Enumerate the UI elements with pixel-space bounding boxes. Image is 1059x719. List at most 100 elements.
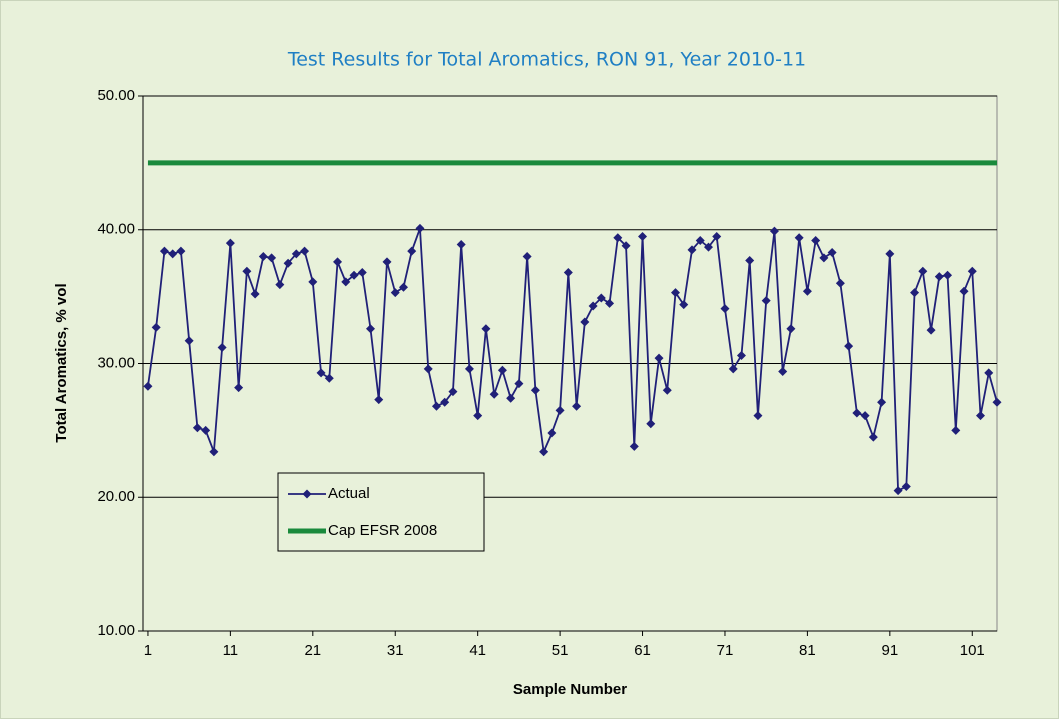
point <box>811 235 821 245</box>
point <box>827 247 837 257</box>
x-tick-label: 91 <box>881 642 898 659</box>
legend-label: Actual <box>328 485 370 502</box>
point <box>835 278 845 288</box>
point <box>192 423 202 433</box>
point <box>712 231 722 241</box>
point <box>300 246 310 256</box>
point <box>539 447 549 457</box>
y-tick-label: 30.00 <box>97 354 135 371</box>
point <box>794 233 804 243</box>
point <box>374 395 384 405</box>
x-tick-label: 101 <box>960 642 985 659</box>
x-tick-label: 41 <box>469 642 486 659</box>
point <box>431 401 441 411</box>
point <box>489 389 499 399</box>
point <box>184 336 194 346</box>
point <box>926 325 936 335</box>
point <box>596 293 606 303</box>
point <box>547 428 557 438</box>
point <box>415 223 425 233</box>
point <box>143 381 153 391</box>
point <box>860 411 870 421</box>
point <box>654 353 664 363</box>
point <box>440 397 450 407</box>
x-tick-label: 61 <box>634 642 651 659</box>
point <box>316 368 326 378</box>
point <box>877 397 887 407</box>
point <box>522 252 532 261</box>
point <box>514 379 524 389</box>
point <box>242 266 252 276</box>
point <box>217 342 227 352</box>
point <box>390 288 400 298</box>
point <box>324 373 334 383</box>
point <box>819 253 829 263</box>
point <box>588 301 598 311</box>
point <box>687 245 697 255</box>
x-tick-label: 81 <box>799 642 816 659</box>
point <box>176 246 186 256</box>
point <box>572 401 582 411</box>
point <box>802 286 812 296</box>
point <box>234 383 244 393</box>
point <box>283 258 293 268</box>
point <box>720 304 730 314</box>
point <box>481 324 491 334</box>
y-tick-label: 10.00 <box>97 622 135 639</box>
point <box>662 385 672 395</box>
point <box>613 233 623 243</box>
point <box>638 231 648 241</box>
point <box>736 350 746 360</box>
point <box>506 393 516 403</box>
point <box>473 411 483 421</box>
point <box>555 405 565 415</box>
point <box>530 385 540 395</box>
x-tick-label: 31 <box>387 642 404 659</box>
point <box>629 441 639 451</box>
point <box>934 272 944 282</box>
point <box>258 252 268 261</box>
point <box>984 368 994 378</box>
point <box>448 387 458 397</box>
point <box>209 447 219 457</box>
point <box>918 266 928 276</box>
point <box>728 364 738 374</box>
point <box>563 268 573 278</box>
point <box>745 256 755 266</box>
point <box>786 324 796 334</box>
point <box>695 235 705 245</box>
y-tick-label: 40.00 <box>97 221 135 238</box>
point <box>423 364 433 374</box>
point <box>959 286 969 296</box>
x-tick-label: 21 <box>304 642 321 659</box>
point <box>679 300 689 310</box>
point <box>464 364 474 374</box>
point <box>201 425 211 435</box>
point <box>333 257 343 267</box>
y-tick-label: 20.00 <box>97 488 135 505</box>
point <box>761 296 771 306</box>
point <box>151 322 161 332</box>
legend-label: Cap EFSR 2008 <box>328 522 437 539</box>
point <box>703 242 713 252</box>
point <box>267 253 277 263</box>
legend-marker <box>302 489 312 499</box>
y-axis-title: Total Aromatics, % vol <box>53 283 70 442</box>
point <box>844 341 854 351</box>
point <box>910 288 920 298</box>
point <box>621 241 631 251</box>
x-tick-label: 1 <box>144 642 152 659</box>
point <box>341 277 351 287</box>
point <box>951 425 961 435</box>
point <box>580 317 590 327</box>
x-tick-label: 71 <box>717 642 734 659</box>
point <box>671 288 681 298</box>
legend-box <box>277 472 485 552</box>
point <box>159 246 169 256</box>
point <box>349 270 359 280</box>
point <box>943 270 953 280</box>
point <box>291 249 301 259</box>
point <box>992 397 1002 407</box>
